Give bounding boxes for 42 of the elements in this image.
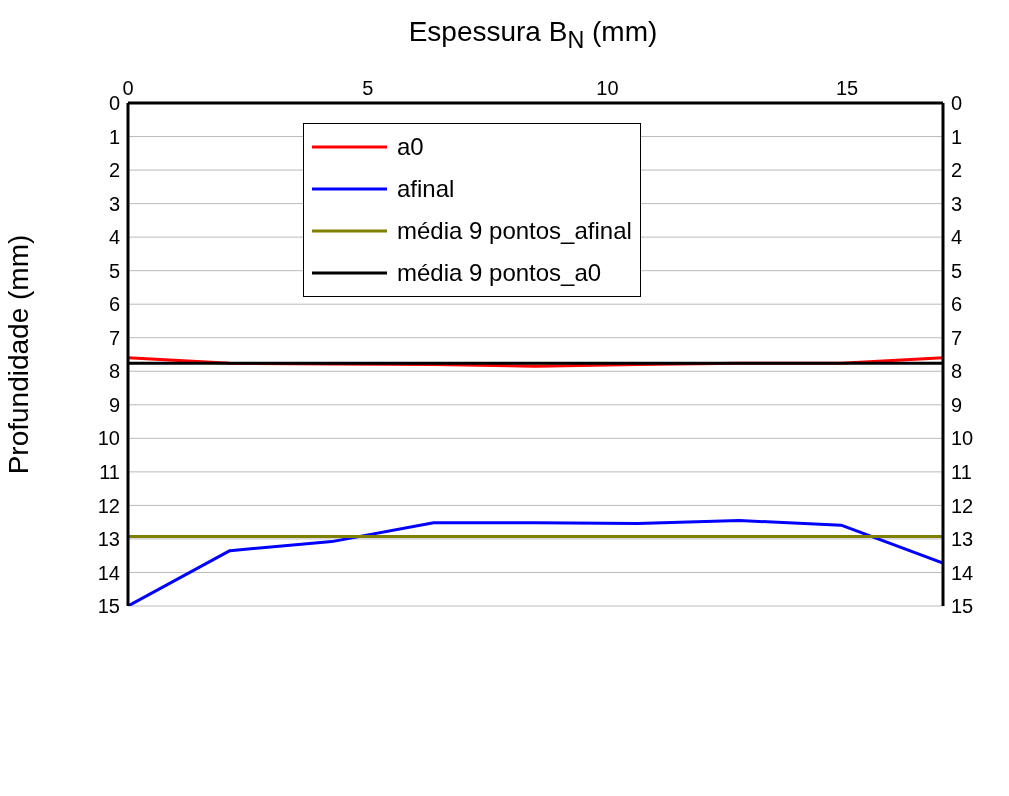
y-tick-label: 6: [108, 293, 120, 316]
y-tick-label: 10: [97, 427, 120, 450]
y-tick-label: 11: [99, 460, 120, 483]
y2-tick-label: 12: [951, 494, 974, 517]
legend-label: média 9 pontos_a0: [397, 259, 602, 287]
y-tick-label: 7: [108, 326, 120, 349]
y-tick-label: 2: [108, 159, 120, 182]
y2-tick-label: 0: [951, 92, 963, 115]
y-tick-label: 13: [97, 528, 120, 551]
x-tick-label: 15: [835, 77, 859, 99]
y-tick-label: 8: [108, 360, 120, 383]
y-tick-label: 14: [97, 561, 120, 584]
y2-tick-label: 4: [951, 226, 963, 249]
y2-tick-label: 13: [951, 528, 974, 551]
y-tick-label: 5: [108, 259, 120, 282]
y2-tick-label: 11: [951, 460, 972, 483]
legend-label: a0: [397, 133, 424, 161]
y2-tick-label: 7: [951, 326, 963, 349]
y2-tick-label: 1: [951, 125, 963, 148]
x-tick-label: 0: [122, 77, 134, 99]
x-tick-label: 10: [596, 77, 619, 99]
y-tick-label: 3: [108, 192, 120, 215]
y2-tick-label: 9: [951, 393, 963, 416]
y2-tick-label: 8: [951, 360, 963, 383]
y-tick-label: 0: [108, 92, 120, 115]
legend-label: afinal: [397, 175, 455, 203]
y-tick-label: 9: [108, 393, 120, 416]
y-tick-label: 12: [97, 494, 120, 517]
y-axis-title: Profundidade (mm): [2, 234, 34, 475]
y2-tick-label: 14: [951, 561, 974, 584]
y-tick-label: 4: [108, 226, 120, 249]
y2-tick-label: 3: [951, 192, 963, 215]
y2-tick-label: 2: [951, 159, 963, 182]
y2-tick-label: 5: [951, 259, 963, 282]
y2-tick-label: 15: [951, 595, 974, 618]
y2-tick-label: 6: [951, 293, 963, 316]
y2-tick-label: 10: [951, 427, 974, 450]
y-tick-label: 1: [108, 125, 120, 148]
legend-label: média 9 pontos_afinal: [397, 217, 632, 245]
y-tick-label: 15: [97, 595, 120, 618]
x-tick-label: 5: [362, 77, 374, 99]
x-axis-title: Espessura B$_{N}$ (mm): [407, 16, 659, 54]
